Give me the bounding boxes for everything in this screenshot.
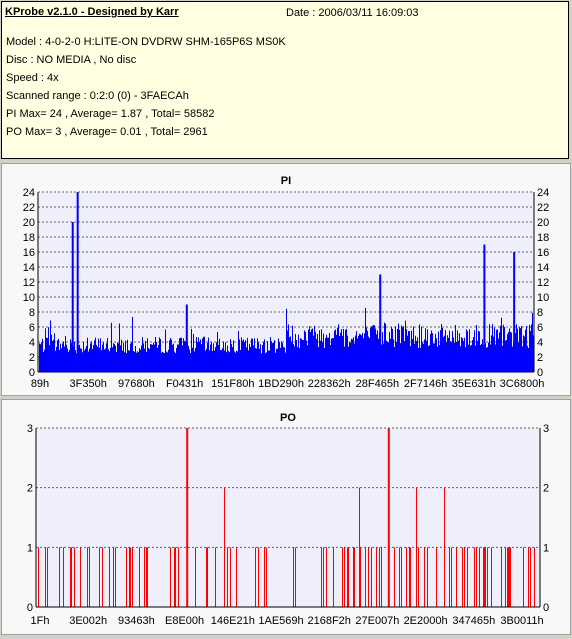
x-tick-label: E8E00h: [165, 615, 204, 627]
y-tick-label-left: 3: [27, 423, 33, 435]
y-tick-label-right: 12: [537, 277, 549, 289]
y-tick-label-right: 10: [537, 292, 549, 304]
x-tick-label: 35E631h: [452, 378, 496, 390]
x-tick-label: 1AE569h: [258, 615, 303, 627]
report-info-box: KProbe v2.1.0 - Designed by Karr Date : …: [1, 1, 569, 159]
y-tick-label-right: 2: [537, 352, 543, 364]
x-tick-label: 347465h: [452, 615, 495, 627]
x-tick-label: 89h: [31, 378, 49, 390]
chart-title: PI: [281, 175, 291, 187]
y-tick-label-left: 2: [27, 483, 33, 495]
y-tick-label-left: 10: [23, 292, 35, 304]
app-title: KProbe v2.1.0 - Designed by Karr: [5, 6, 179, 18]
x-tick-label: 3F350h: [70, 378, 107, 390]
y-tick-label-left: 14: [23, 262, 35, 274]
y-tick-label-left: 22: [23, 202, 35, 214]
disc-line: Disc : NO MEDIA , No disc: [6, 54, 137, 66]
x-tick-label: 1Fh: [31, 615, 50, 627]
y-tick-label-right: 1: [543, 542, 549, 554]
x-tick-label: F0431h: [166, 378, 203, 390]
x-tick-label: 97680h: [118, 378, 155, 390]
y-tick-label-left: 6: [29, 322, 35, 334]
x-tick-label: 146E21h: [211, 615, 255, 627]
x-tick-label: 28F465h: [356, 378, 399, 390]
x-tick-label: 3C6800h: [500, 378, 545, 390]
chart-title: PO: [280, 412, 296, 424]
x-tick-label: 2F7146h: [404, 378, 447, 390]
y-tick-label-right: 3: [543, 423, 549, 435]
y-tick-label-right: 8: [537, 307, 543, 319]
pi-chart-panel: PI 0 0 2 2 4 4 6 6 8 8 10 10 12 12 14 14 16 16 18 18 20 20 22 22…: [1, 163, 571, 396]
y-tick-label-left: 0: [29, 367, 35, 379]
pi-summary-line: PI Max= 24 , Average= 1.87 , Total= 5858…: [6, 108, 215, 120]
y-tick-label-right: 16: [537, 247, 549, 259]
model-line: Model : 4-0-2-0 H:LITE-ON DVDRW SHM-165P…: [6, 36, 286, 48]
y-tick-label-left: 24: [23, 187, 35, 199]
x-tick-label: 1BD290h: [258, 378, 304, 390]
y-tick-label-right: 14: [537, 262, 549, 274]
y-tick-label-right: 22: [537, 202, 549, 214]
y-tick-label-left: 2: [29, 352, 35, 364]
y-tick-label-left: 0: [27, 602, 33, 614]
x-tick-label: 151F80h: [211, 378, 254, 390]
y-tick-label-left: 8: [29, 307, 35, 319]
po-chart: PO 0 0 1 1 2 2 3 3 1Fh 3E002h 93463h E8E00h 146E21h 1A…: [27, 412, 549, 627]
bar-series: [38, 428, 535, 607]
y-tick-label-left: 20: [23, 217, 35, 229]
y-tick-label-right: 20: [537, 217, 549, 229]
x-tick-label: 2E2000h: [404, 615, 448, 627]
x-tick-label: 27E007h: [355, 615, 399, 627]
y-tick-label-left: 1: [27, 542, 33, 554]
y-tick-label-right: 0: [537, 367, 543, 379]
bar-series: [39, 192, 534, 372]
scan-date: Date : 2006/03/11 16:09:03: [286, 7, 419, 19]
y-tick-label-left: 4: [29, 337, 35, 349]
y-tick-label-right: 0: [543, 602, 549, 614]
scanned-range-line: Scanned range : 0:2:0 (0) - 3FAECAh: [6, 90, 189, 102]
x-tick-label: 3B0011h: [500, 615, 543, 627]
po-summary-line: PO Max= 3 , Average= 0.01 , Total= 2961: [6, 126, 208, 138]
x-tick-label: 93463h: [118, 615, 155, 627]
y-tick-label-left: 16: [23, 247, 35, 259]
y-tick-label-right: 2: [543, 483, 549, 495]
po-chart-panel: PO 0 0 1 1 2 2 3 3 1Fh 3E002h 93463h E8E00h 146E21h 1A…: [1, 399, 571, 635]
x-tick-label: 228362h: [308, 378, 351, 390]
y-tick-label-right: 4: [537, 337, 543, 349]
y-tick-label-right: 24: [537, 187, 549, 199]
y-tick-label-right: 18: [537, 232, 549, 244]
x-tick-label: 3E002h: [69, 615, 107, 627]
y-tick-label-left: 12: [23, 277, 35, 289]
y-tick-label-right: 6: [537, 322, 543, 334]
y-tick-label-left: 18: [23, 232, 35, 244]
speed-line: Speed : 4x: [6, 72, 59, 84]
x-tick-label: 2168F2h: [307, 615, 350, 627]
